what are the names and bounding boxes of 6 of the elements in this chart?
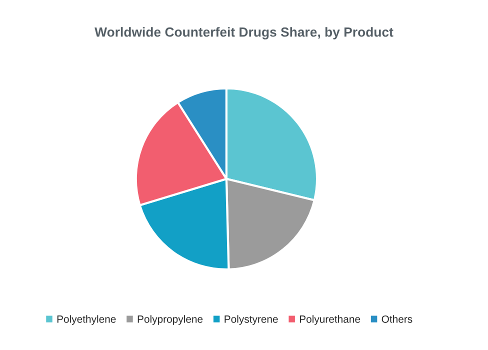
- legend-label: Others: [382, 315, 412, 323]
- chart-title: Worldwide Counterfeit Drugs Share, by Product: [94, 27, 394, 40]
- legend-label: Polystyrene: [224, 315, 278, 325]
- legend-label: Polypropylene: [138, 315, 203, 325]
- legend-label: Polyurethane: [300, 315, 360, 325]
- legend-label: Polyethylene: [57, 315, 116, 325]
